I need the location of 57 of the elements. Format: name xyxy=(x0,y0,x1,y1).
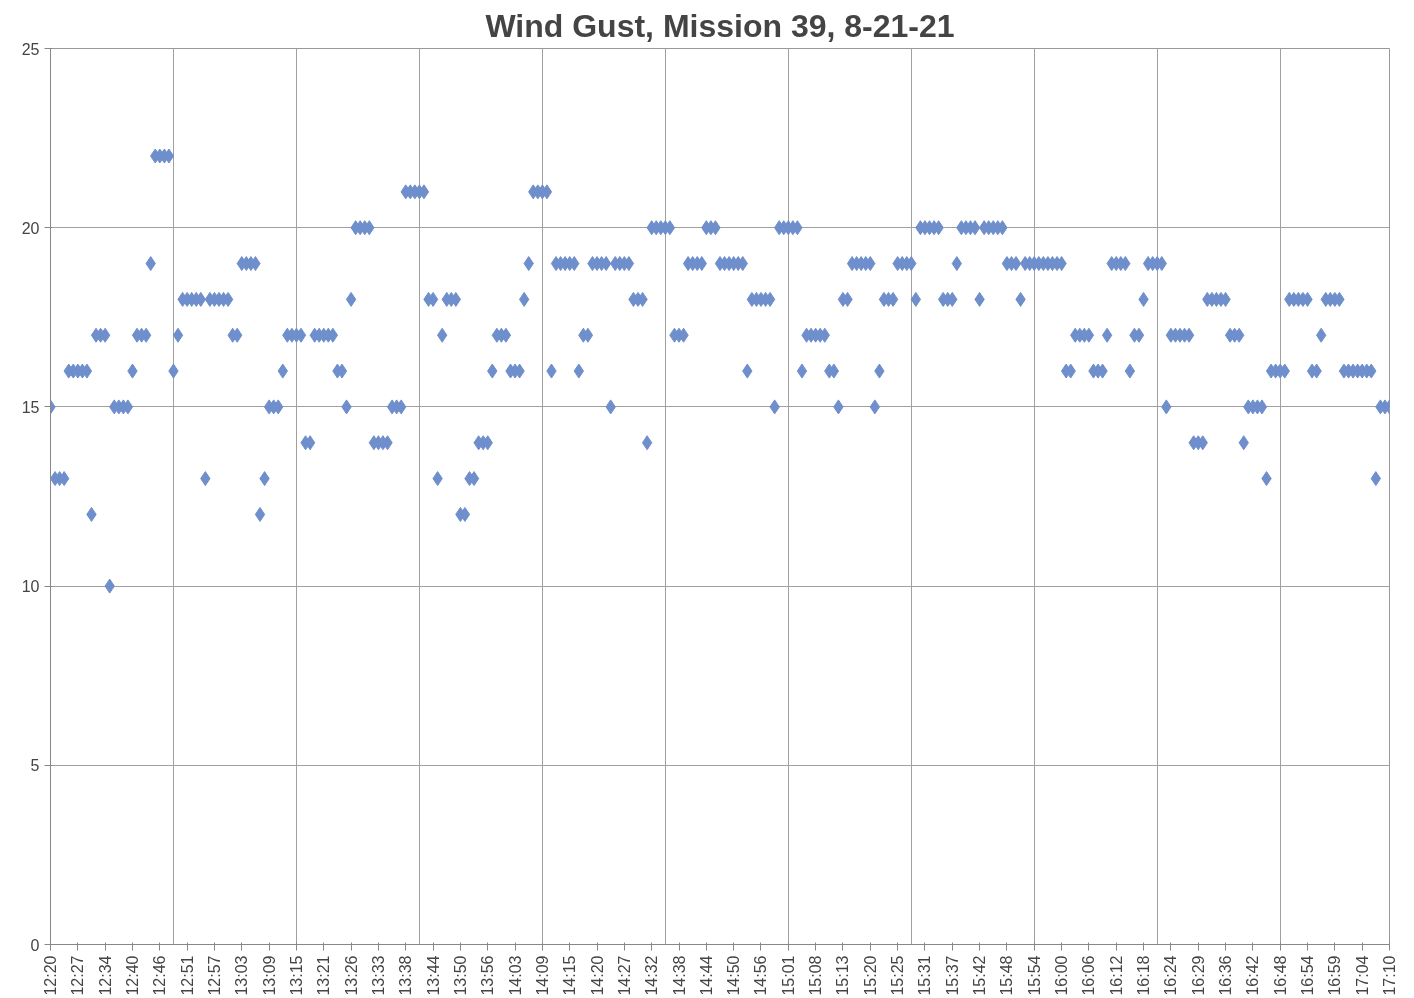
y-tick-label: 5 xyxy=(30,757,40,775)
x-tick-label: 14:38 xyxy=(670,955,688,996)
x-tick-label: 15:48 xyxy=(998,955,1016,996)
y-tick-label: 15 xyxy=(21,398,40,416)
x-tick-label: 14:27 xyxy=(615,955,633,996)
x-tick-label: 13:21 xyxy=(315,955,333,996)
x-tick-label: 16:12 xyxy=(1107,955,1125,996)
x-tick-label: 15:01 xyxy=(779,955,797,996)
y-tick-label: 25 xyxy=(21,40,40,58)
x-tick-label: 15:54 xyxy=(1025,955,1043,996)
x-tick-label: 13:44 xyxy=(424,955,442,996)
x-tick-label: 12:57 xyxy=(205,955,223,996)
x-tick-label: 13:56 xyxy=(479,955,497,996)
x-tick-label: 14:44 xyxy=(697,955,715,996)
x-tick-label: 13:50 xyxy=(451,955,469,996)
x-tick-label: 14:09 xyxy=(533,955,551,996)
x-tick-label: 15:08 xyxy=(807,955,825,996)
x-tick-label: 16:00 xyxy=(1053,955,1071,996)
x-tick-label: 15:25 xyxy=(889,955,907,996)
x-tick-label: 15:20 xyxy=(861,955,879,996)
x-tick-label: 13:26 xyxy=(342,955,360,996)
x-tick-label: 16:42 xyxy=(1244,955,1262,996)
x-tick-label: 16:36 xyxy=(1217,955,1235,996)
x-tick-label: 12:40 xyxy=(123,955,141,996)
x-tick-label: 13:38 xyxy=(397,955,415,996)
x-tick-label: 12:46 xyxy=(151,955,169,996)
x-tick-label: 14:20 xyxy=(588,955,606,996)
x-tick-label: 14:32 xyxy=(643,955,661,996)
x-tick-label: 15:37 xyxy=(943,955,961,996)
x-tick-label: 13:33 xyxy=(369,955,387,996)
x-tick-label: 15:42 xyxy=(971,955,989,996)
y-tick-label: 10 xyxy=(21,578,40,596)
x-tick-label: 12:20 xyxy=(42,955,59,996)
x-tick-label: 14:03 xyxy=(506,955,524,996)
chart-title: Wind Gust, Mission 39, 8-21-21 xyxy=(485,7,955,44)
x-tick-label: 16:48 xyxy=(1271,955,1289,996)
x-tick-label: 16:18 xyxy=(1135,955,1153,996)
x-tick-label: 15:13 xyxy=(834,955,852,996)
x-tick-label: 16:06 xyxy=(1080,955,1098,996)
x-tick-label: 12:34 xyxy=(96,955,114,996)
x-tick-label: 16:24 xyxy=(1162,955,1180,996)
x-tick-label: 13:09 xyxy=(260,955,278,996)
x-tick-label: 13:03 xyxy=(233,955,251,996)
x-tick-label: 13:15 xyxy=(287,955,305,996)
x-tick-label: 17:04 xyxy=(1353,955,1371,996)
y-tick-label: 0 xyxy=(30,936,40,954)
x-tick-label: 15:31 xyxy=(916,955,934,996)
y-tick-label: 20 xyxy=(21,219,40,237)
x-tick-label: 12:51 xyxy=(178,955,196,996)
x-tick-label: 16:29 xyxy=(1189,955,1207,996)
x-tick-label: 14:56 xyxy=(752,955,770,996)
x-tick-label: 14:15 xyxy=(561,955,579,996)
x-tick-label: 14:50 xyxy=(725,955,743,996)
x-tick-label: 12:27 xyxy=(69,955,87,996)
x-tick-label: 16:54 xyxy=(1299,955,1317,996)
x-tick-label: 17:10 xyxy=(1381,955,1398,996)
x-tick-label: 16:59 xyxy=(1326,955,1344,996)
